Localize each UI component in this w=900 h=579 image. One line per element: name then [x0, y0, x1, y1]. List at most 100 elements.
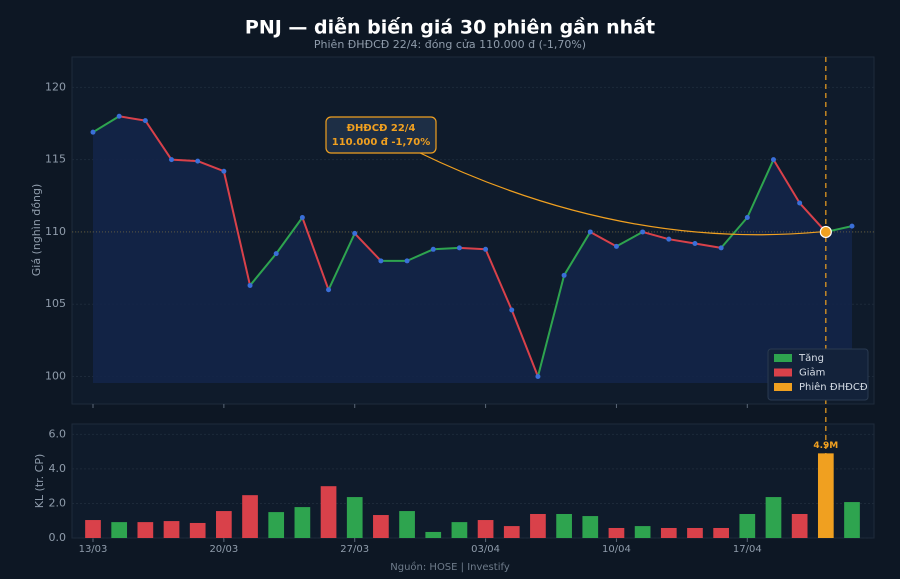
price-point — [169, 157, 175, 163]
price-point — [404, 258, 410, 264]
volume-bar — [137, 522, 154, 538]
price-point — [195, 158, 201, 164]
volume-bar — [687, 527, 703, 538]
volume-bar — [216, 511, 232, 538]
volume-bar — [660, 527, 677, 538]
volume-bar — [189, 522, 206, 538]
price-point — [456, 245, 462, 251]
chart-subtitle: Phiên ĐHĐCĐ 22/4: đóng cửa 110.000 đ (-1… — [314, 38, 586, 51]
chart-title: PNJ — diễn biến giá 30 phiên gần nhất — [245, 15, 655, 39]
price-point — [273, 251, 279, 257]
price-point — [613, 243, 619, 249]
source: Nguồn: HOSE | Investify — [390, 561, 510, 573]
value-label: 4.9M — [813, 441, 838, 451]
y-tick-label: 110 — [45, 225, 66, 238]
x-tick-label: 17/04 — [733, 544, 762, 555]
annotation-text: 110.000 đ -1,70% — [332, 137, 431, 148]
volume-bar — [556, 513, 572, 538]
price-segment — [222, 170, 252, 286]
price-point — [718, 245, 724, 251]
volume-bar — [85, 520, 101, 538]
annotation-title: ĐHĐCĐ 22/4 — [347, 123, 416, 134]
volume-bar — [294, 507, 311, 538]
legend-swatch — [774, 383, 792, 391]
price-segment — [694, 242, 722, 249]
volume-bar — [399, 511, 415, 538]
x-tick-label: 10/04 — [602, 544, 631, 555]
price-segment — [615, 231, 644, 248]
legend-label: Giảm — [799, 367, 825, 379]
y-tick-label: 120 — [45, 80, 66, 93]
price-segment — [510, 309, 539, 377]
price-point — [352, 230, 358, 236]
price-point — [849, 223, 855, 229]
volume-bar — [791, 513, 808, 538]
price-segment — [668, 238, 696, 245]
volume-bar — [844, 502, 860, 538]
y-tick-label: 4.0 — [49, 462, 67, 475]
x-tick-label: 20/03 — [209, 544, 238, 555]
volume-bar — [582, 516, 599, 538]
price-segment — [275, 216, 304, 255]
price-point — [221, 168, 227, 174]
volume-bar — [634, 526, 651, 538]
price-point — [430, 246, 436, 252]
price-segment — [589, 231, 617, 248]
price-point — [326, 287, 332, 293]
volume-bar — [713, 527, 729, 538]
volume-bar — [503, 526, 520, 538]
y-axis-label: KL (tr. CP) — [33, 454, 46, 509]
price-point — [640, 229, 646, 235]
y-tick-label: 6.0 — [49, 427, 67, 440]
y-tick-label: 2.0 — [49, 496, 67, 509]
volume-bar — [451, 522, 468, 538]
price-segment — [484, 248, 513, 311]
legend-box — [767, 348, 869, 401]
volume-bar — [346, 497, 363, 538]
price-point — [561, 272, 567, 278]
price-segment — [746, 159, 775, 218]
legend-label: Tăng — [798, 353, 824, 364]
price-segment — [249, 252, 277, 287]
price-segment — [354, 232, 382, 262]
price-segment — [171, 158, 198, 163]
y-tick-label: 0.0 — [49, 531, 67, 544]
price-point — [692, 241, 698, 247]
volume-bar — [268, 512, 285, 538]
price-point — [483, 246, 489, 252]
volume-bar — [530, 513, 546, 538]
price-segment — [119, 115, 146, 122]
price-point — [770, 157, 776, 163]
volume-bar — [425, 531, 442, 538]
x-tick-label: 03/04 — [471, 544, 500, 555]
volume-bar — [739, 513, 756, 538]
price-point — [378, 258, 384, 264]
legend-swatch — [774, 354, 792, 362]
annotation-box — [325, 116, 437, 154]
x-tick-label: 13/03 — [79, 544, 108, 555]
price-segment — [798, 202, 827, 233]
price-segment — [563, 231, 592, 276]
price-segment — [459, 246, 486, 251]
price-segment — [536, 275, 566, 377]
price-segment — [92, 115, 120, 134]
volume-bar — [477, 520, 494, 538]
x-tick-label: 27/03 — [340, 544, 369, 555]
price-point — [116, 113, 122, 119]
volume-bar — [242, 495, 258, 538]
price-segment — [772, 159, 801, 204]
price-point — [587, 229, 593, 235]
price-point — [744, 214, 750, 220]
y-tick-label: 100 — [45, 370, 66, 383]
volume-bar — [111, 522, 128, 538]
price-point — [535, 374, 541, 380]
price-segment — [301, 217, 330, 291]
volume-bar — [817, 453, 834, 538]
price-point — [299, 214, 305, 220]
legend-label: Phiên ĐHĐCĐ — [799, 381, 868, 393]
price-point — [142, 118, 148, 124]
volume-bar — [373, 515, 389, 538]
event-point — [819, 225, 832, 239]
price-segment — [720, 216, 749, 249]
